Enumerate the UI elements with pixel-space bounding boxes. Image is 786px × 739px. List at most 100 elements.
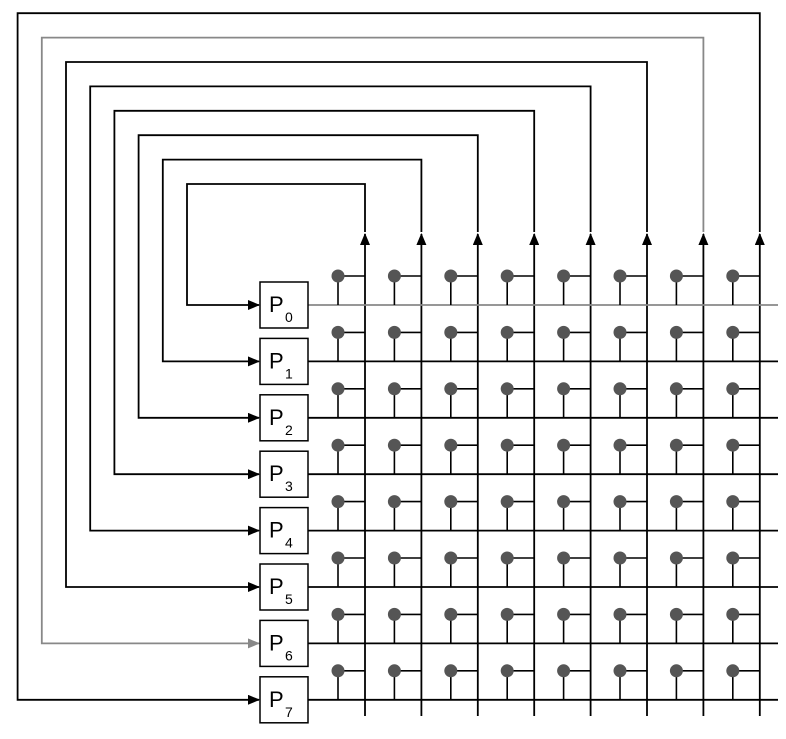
switch-node-5-1 <box>387 551 401 565</box>
switch-node-6-1 <box>387 607 401 621</box>
feedback-loop-3 <box>113 109 536 480</box>
switch-node-5-5 <box>613 551 627 565</box>
switch-node-1-3 <box>500 325 514 339</box>
processor-label: P <box>269 518 284 543</box>
processor-frame <box>259 676 309 724</box>
processor-index: 7 <box>285 704 293 720</box>
switch-node-2-3 <box>500 382 514 396</box>
processor-frame <box>259 337 309 386</box>
feedback-loops <box>16 12 761 705</box>
processor-index: 4 <box>285 535 293 551</box>
switch-node-7-6 <box>669 664 683 678</box>
processor-index: 6 <box>285 647 293 663</box>
crossbar-grid <box>308 233 778 716</box>
processor-index: 0 <box>285 309 293 325</box>
switch-node-3-4 <box>557 438 571 452</box>
processor-label: P <box>269 461 284 486</box>
switch-node-2-7 <box>726 382 740 396</box>
switch-node-5-6 <box>669 551 683 565</box>
switch-node-1-7 <box>726 325 740 339</box>
switch-node-4-2 <box>444 495 458 509</box>
switch-node-0-7 <box>726 269 740 283</box>
feedback-loop-0 <box>186 183 366 310</box>
processor-label: P <box>269 687 284 712</box>
switch-node-1-2 <box>444 325 458 339</box>
switch-node-5-7 <box>726 551 740 565</box>
switch-node-7-5 <box>613 664 627 678</box>
switch-node-0-2 <box>444 269 458 283</box>
switch-node-4-6 <box>669 495 683 509</box>
switch-node-1-4 <box>557 325 571 339</box>
processor-frame <box>259 563 309 611</box>
processor-frame <box>259 506 309 555</box>
switch-node-2-1 <box>387 382 401 396</box>
switch-node-3-7 <box>726 438 740 452</box>
switch-node-1-0 <box>331 325 345 339</box>
switch-node-6-2 <box>444 607 458 621</box>
feedback-loop-6 <box>40 36 705 649</box>
feedback-loop-5 <box>65 61 648 592</box>
switch-node-2-0 <box>331 382 345 396</box>
switch-node-0-1 <box>387 269 401 283</box>
processor-frame <box>259 619 309 668</box>
processor-index: 3 <box>285 478 293 494</box>
switch-node-3-6 <box>669 438 683 452</box>
switch-node-2-6 <box>669 382 683 396</box>
switch-node-3-1 <box>387 438 401 452</box>
feedback-loop-7 <box>16 12 761 705</box>
switch-node-6-6 <box>669 607 683 621</box>
switch-node-5-2 <box>444 551 458 565</box>
switch-node-4-0 <box>331 495 345 509</box>
processor-index: 1 <box>285 365 293 381</box>
switch-node-7-3 <box>500 664 514 678</box>
processor-frame <box>259 450 309 498</box>
switch-node-1-6 <box>669 325 683 339</box>
processor-frame <box>259 281 309 329</box>
switch-node-4-4 <box>557 495 571 509</box>
switch-node-2-4 <box>557 382 571 396</box>
switch-node-0-5 <box>613 269 627 283</box>
switch-node-0-3 <box>500 269 514 283</box>
switch-node-2-2 <box>444 382 458 396</box>
processor-label: P <box>269 348 284 373</box>
processor-index: 2 <box>285 422 293 438</box>
switch-node-7-7 <box>726 664 740 678</box>
switch-node-3-3 <box>500 438 514 452</box>
switch-node-1-5 <box>613 325 627 339</box>
switch-node-4-3 <box>500 495 514 509</box>
switch-node-3-0 <box>331 438 345 452</box>
processor-boxes: P 0P 1P 2P 3P 4P 5P 6P 7 <box>259 281 309 724</box>
switch-node-6-3 <box>500 607 514 621</box>
switch-node-0-4 <box>557 269 571 283</box>
switch-node-6-7 <box>726 607 740 621</box>
switch-node-6-0 <box>331 607 345 621</box>
switch-node-7-1 <box>387 664 401 678</box>
switch-node-6-5 <box>613 607 627 621</box>
processor-index: 5 <box>285 591 293 607</box>
processor-label: P <box>269 574 284 599</box>
switch-nodes <box>331 269 760 700</box>
switch-node-7-2 <box>444 664 458 678</box>
switch-node-0-6 <box>669 269 683 283</box>
switch-node-5-3 <box>500 551 514 565</box>
switch-node-4-1 <box>387 495 401 509</box>
processor-label: P <box>269 405 284 430</box>
processor-frame <box>259 394 309 442</box>
feedback-loop-2 <box>137 134 479 423</box>
switch-node-1-1 <box>387 325 401 339</box>
processor-label: P <box>269 630 284 655</box>
switch-node-4-7 <box>726 495 740 509</box>
switch-node-6-4 <box>557 607 571 621</box>
feedback-loop-1 <box>161 158 423 367</box>
feedback-loop-4 <box>89 85 592 536</box>
switch-node-7-0 <box>331 664 345 678</box>
